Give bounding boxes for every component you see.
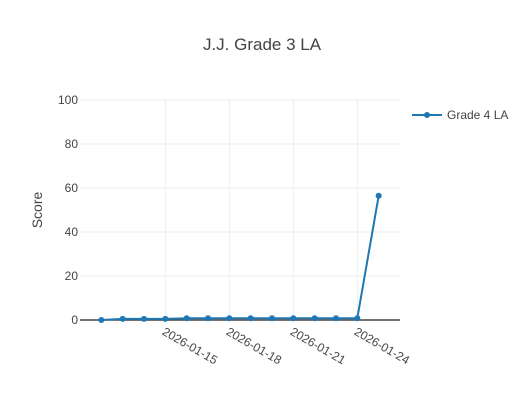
data-point[interactable]	[311, 315, 318, 322]
data-point[interactable]	[183, 315, 190, 322]
grid	[80, 99, 400, 320]
y-tick-label: 80	[65, 137, 79, 151]
y-tick-label: 20	[65, 269, 79, 283]
x-tick-label: 2026-01-18	[224, 324, 284, 367]
data-point[interactable]	[98, 317, 105, 323]
y-axis-title: Score	[29, 192, 45, 229]
data-point[interactable]	[226, 315, 233, 322]
legend-label: Grade 4 LA	[447, 108, 508, 122]
data-point[interactable]	[119, 315, 126, 322]
x-tick-label: 2026-01-24	[352, 324, 412, 367]
series-layer	[98, 192, 382, 323]
legend-marker	[424, 112, 430, 118]
data-point[interactable]	[333, 315, 339, 322]
data-point[interactable]	[162, 315, 169, 322]
y-tick-label: 60	[65, 181, 79, 195]
y-axis: 0 20 40 60 80 100	[58, 93, 78, 327]
x-tick-label: 2026-01-21	[288, 324, 348, 367]
data-point[interactable]	[290, 315, 297, 322]
y-tick-label: 0	[71, 313, 78, 327]
data-point[interactable]	[141, 315, 147, 322]
x-tick-label: 2026-01-15	[160, 324, 220, 367]
data-point[interactable]	[269, 315, 275, 322]
chart-title: J.J. Grade 3 LA	[203, 35, 322, 54]
y-tick-label: 100	[58, 93, 78, 107]
x-axis: 2026-01-15 2026-01-18 2026-01-21 2026-01-24	[80, 319, 412, 367]
legend[interactable]: Grade 4 LA	[412, 108, 508, 122]
data-point[interactable]	[247, 315, 254, 322]
y-tick-label: 40	[65, 225, 79, 239]
series-line	[101, 195, 380, 321]
data-point[interactable]	[375, 192, 382, 199]
data-point[interactable]	[205, 315, 211, 322]
data-point[interactable]	[354, 315, 361, 322]
